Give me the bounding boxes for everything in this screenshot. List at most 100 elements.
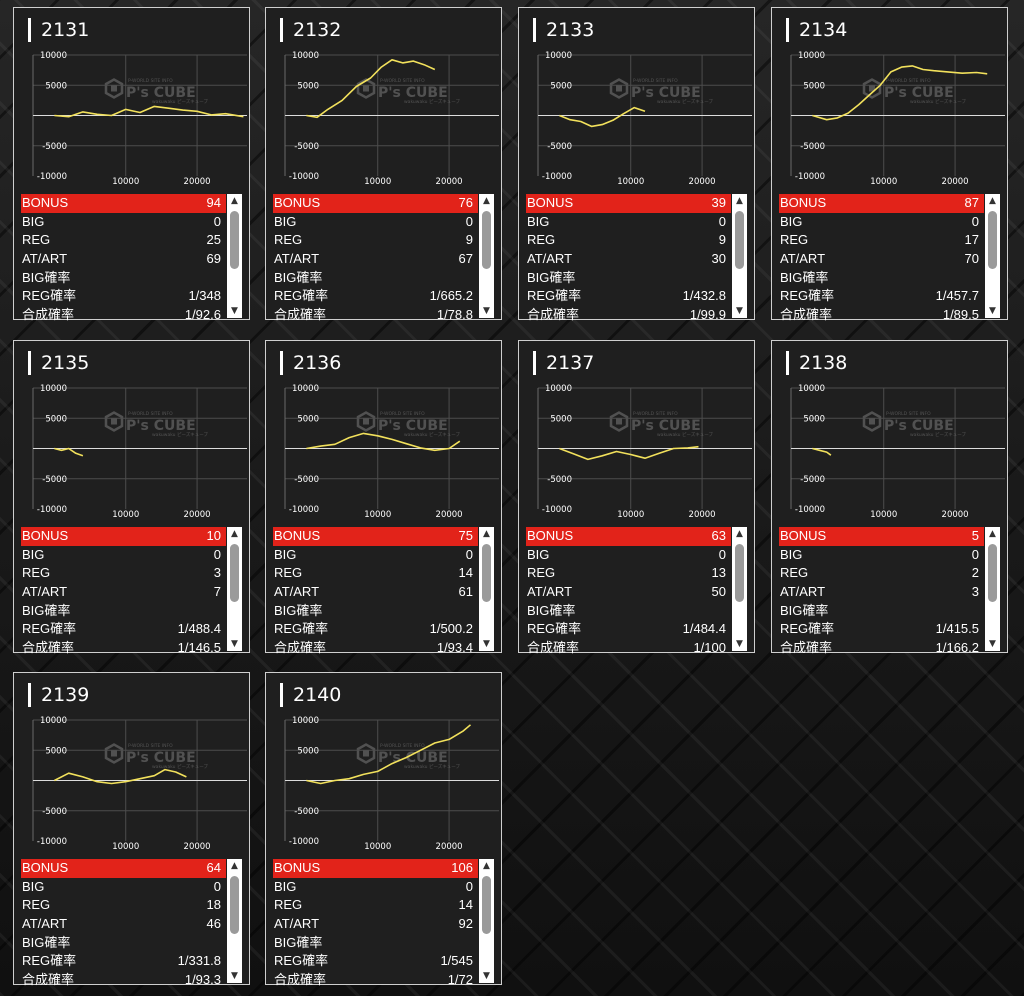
watermark-text: P's CUBE (884, 418, 954, 434)
stat-value: 0 (971, 213, 979, 229)
scrollbar-thumb[interactable] (230, 211, 239, 269)
stat-label: BIG確率 (780, 269, 829, 285)
machine-card[interactable]: 2133 P's CUBE P-WORLD SITE INFO wakuwaku ピー… (518, 7, 755, 322)
scrollbar[interactable]: ▲ ▼ (227, 527, 242, 651)
scroll-up-arrow-icon[interactable]: ▲ (989, 529, 996, 539)
slump-line (559, 106, 646, 128)
y-tick-label: -10000 (289, 505, 319, 515)
scroll-up-arrow-icon[interactable]: ▲ (231, 529, 238, 539)
stat-value: 10 (206, 528, 221, 543)
stat-row-reg-rate: REG確率 1/432.8 (526, 287, 731, 306)
scroll-down-arrow-icon[interactable]: ▼ (989, 306, 996, 316)
scroll-up-arrow-icon[interactable]: ▲ (989, 196, 996, 206)
scrollbar-thumb[interactable] (988, 211, 997, 269)
scrollbar-thumb[interactable] (482, 876, 491, 934)
scroll-down-arrow-icon[interactable]: ▼ (231, 306, 238, 316)
stat-value: 30 (711, 251, 726, 267)
scroll-down-arrow-icon[interactable]: ▼ (736, 639, 743, 649)
scroll-up-arrow-icon[interactable]: ▲ (483, 196, 490, 206)
stats-rows: BONUS 63 BIG 0 REG 13 AT/ART 50 BIG確率 REG確率 1/484.… (526, 527, 731, 658)
stat-label: BIG (22, 878, 45, 894)
scroll-down-arrow-icon[interactable]: ▼ (736, 306, 743, 316)
stat-row-big-rate: BIG確率 (273, 602, 478, 621)
stat-value: 106 (451, 860, 473, 875)
scrollbar[interactable]: ▲ ▼ (732, 527, 747, 651)
stat-value: 5 (971, 528, 979, 543)
stat-value: 87 (964, 195, 979, 210)
stats-table: BONUS 64 BIG 0 REG 18 AT/ART 46 BIG確率 REG確率 1/331.… (21, 859, 242, 987)
machine-card[interactable]: 2131 P's CUBE P-WORLD SITE INFO wakuwaku ピー… (13, 7, 250, 322)
scrollbar[interactable]: ▲ ▼ (732, 194, 747, 318)
stat-label: REG確率 (274, 953, 329, 969)
y-tick-label: -5000 (294, 475, 319, 485)
x-tick-label: 20000 (689, 177, 716, 187)
scrollbar-thumb[interactable] (482, 544, 491, 602)
stat-row-combined-rate: 合成確率 1/166.2 (779, 639, 984, 658)
scroll-up-arrow-icon[interactable]: ▲ (736, 196, 743, 206)
stat-value: 1/331.8 (177, 953, 221, 969)
machine-card[interactable]: 2132 P's CUBE P-WORLD SITE INFO wakuwaku ピー… (265, 7, 502, 322)
slump-line (559, 445, 699, 461)
slump-line (812, 447, 832, 456)
stat-row-big-rate: BIG確率 (526, 602, 731, 621)
stat-row-big: BIG 0 (21, 213, 226, 232)
y-tick-label: 5000 (803, 81, 825, 91)
y-tick-label: -5000 (294, 807, 319, 817)
scrollbar-thumb[interactable] (735, 544, 744, 602)
scrollbar-thumb[interactable] (988, 544, 997, 602)
scrollbar[interactable]: ▲ ▼ (479, 194, 494, 318)
machine-card[interactable]: 2139 P's CUBE P-WORLD SITE INFO wakuwaku ピー… (13, 672, 250, 987)
watermark-tagline-top: P-WORLD SITE INFO (380, 411, 425, 417)
scroll-down-arrow-icon[interactable]: ▼ (231, 639, 238, 649)
scroll-down-arrow-icon[interactable]: ▼ (483, 971, 490, 981)
scroll-down-arrow-icon[interactable]: ▼ (483, 639, 490, 649)
stat-label: AT/ART (274, 916, 320, 932)
watermark-tagline-bottom: wakuwaku ピーズキューブ (657, 431, 713, 438)
stat-row-bonus: BONUS 94 (21, 194, 226, 213)
stats-table: BONUS 10 BIG 0 REG 3 AT/ART 7 BIG確率 REG確率 1/488.4 合… (21, 527, 242, 655)
scroll-down-arrow-icon[interactable]: ▼ (231, 971, 238, 981)
watermark-tagline-top: P-WORLD SITE INFO (128, 78, 173, 84)
scrollbar[interactable]: ▲ ▼ (985, 194, 1000, 318)
scrollbar-thumb[interactable] (735, 211, 744, 269)
stat-value: 0 (213, 213, 221, 229)
scroll-up-arrow-icon[interactable]: ▲ (231, 861, 238, 871)
machine-card[interactable]: 2136 P's CUBE P-WORLD SITE INFO wakuwaku ピー… (265, 340, 502, 655)
scrollbar[interactable]: ▲ ▼ (985, 527, 1000, 651)
scroll-down-arrow-icon[interactable]: ▼ (989, 639, 996, 649)
machine-number: 2137 (533, 351, 594, 375)
y-tick-label: 10000 (40, 384, 67, 394)
scrollbar[interactable]: ▲ ▼ (227, 194, 242, 318)
y-tick-label: -5000 (800, 475, 825, 485)
scrollbar-thumb[interactable] (482, 211, 491, 269)
stat-label: REG (527, 232, 556, 248)
stat-row-combined-rate: 合成確率 1/92.6 (21, 306, 226, 325)
scroll-up-arrow-icon[interactable]: ▲ (736, 529, 743, 539)
machine-card[interactable]: 2134 P's CUBE P-WORLD SITE INFO wakuwaku ピー… (771, 7, 1008, 322)
scroll-up-arrow-icon[interactable]: ▲ (483, 861, 490, 871)
scrollbar[interactable]: ▲ ▼ (479, 527, 494, 651)
scrollbar[interactable]: ▲ ▼ (479, 859, 494, 983)
machine-card[interactable]: 2137 P's CUBE P-WORLD SITE INFO wakuwaku ピー… (518, 340, 755, 655)
machine-card[interactable]: 2135 P's CUBE P-WORLD SITE INFO wakuwaku ピー… (13, 340, 250, 655)
scroll-up-arrow-icon[interactable]: ▲ (483, 529, 490, 539)
stat-row-bonus: BONUS 39 (526, 194, 731, 213)
machine-card[interactable]: 2138 P's CUBE P-WORLD SITE INFO wakuwaku ピー… (771, 340, 1008, 655)
scroll-up-arrow-icon[interactable]: ▲ (231, 196, 238, 206)
y-tick-label: -5000 (42, 142, 67, 152)
scrollbar-thumb[interactable] (230, 544, 239, 602)
scrollbar-thumb[interactable] (230, 876, 239, 934)
stat-row-reg: REG 2 (779, 564, 984, 583)
stat-value: 1/432.8 (682, 288, 726, 304)
stat-value: 1/93.3 (184, 972, 221, 988)
stat-row-bonus: BONUS 64 (21, 859, 226, 878)
stat-value: 0 (465, 213, 473, 229)
scroll-down-arrow-icon[interactable]: ▼ (483, 306, 490, 316)
stat-label: BONUS (274, 528, 321, 543)
scrollbar[interactable]: ▲ ▼ (227, 859, 242, 983)
stat-row-at-art: AT/ART 7 (21, 583, 226, 602)
machine-card[interactable]: 2140 P's CUBE P-WORLD SITE INFO wakuwaku ピー… (265, 672, 502, 987)
stats-rows: BONUS 87 BIG 0 REG 17 AT/ART 70 BIG確率 REG確率 1/457.… (779, 194, 984, 325)
